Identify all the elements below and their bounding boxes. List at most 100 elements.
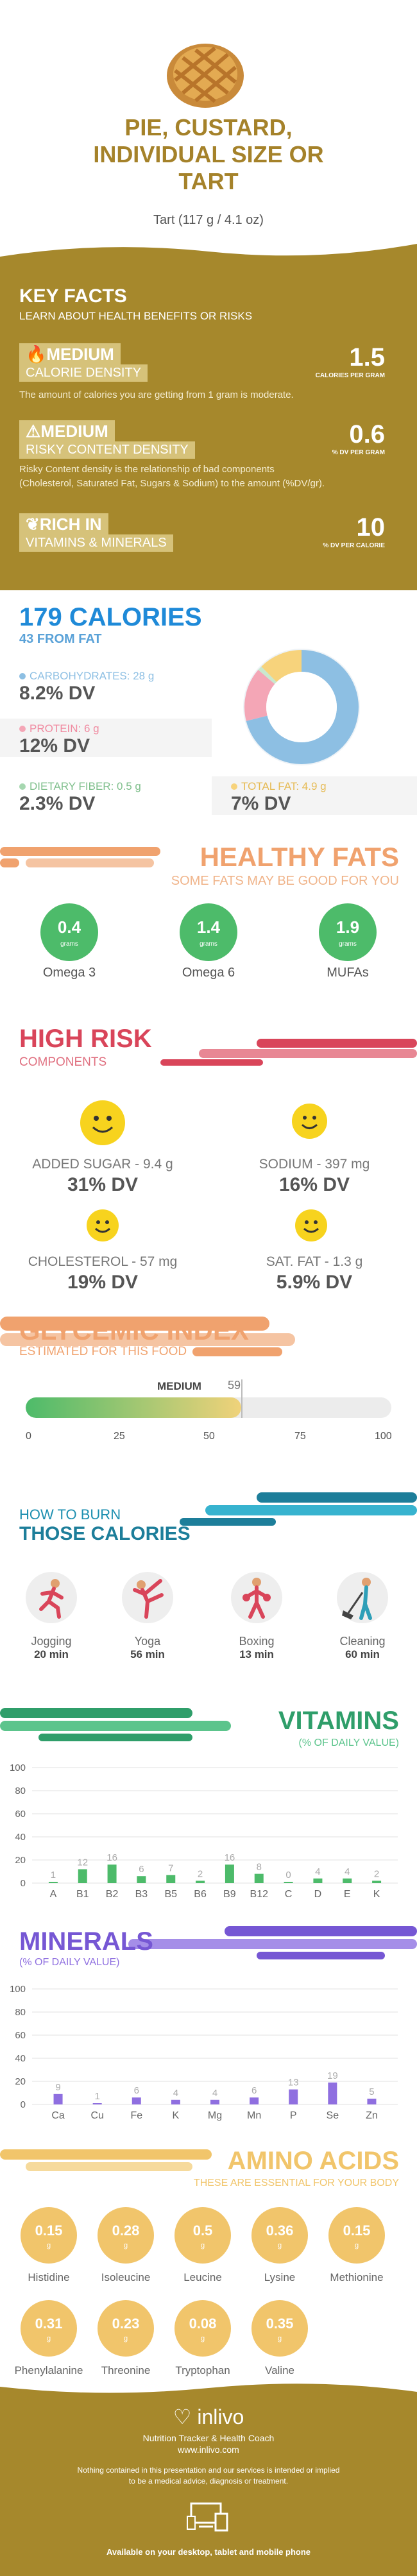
key-fact-desc: Risky Content density is the relationshi… bbox=[19, 464, 275, 475]
key-fact-value: 10 bbox=[356, 513, 386, 542]
legend-dot bbox=[19, 673, 26, 679]
brand-name: inlivo bbox=[197, 2405, 244, 2428]
burn-activity: Boxing 13 min bbox=[218, 1635, 295, 1661]
bar-C bbox=[284, 1882, 293, 1883]
x-tick-label: E bbox=[344, 1889, 351, 1900]
nutrient-protein: PROTEIN: 6 g 12% DV bbox=[0, 719, 212, 757]
leaf-icon: ❦ bbox=[26, 515, 40, 534]
footer: ♡ inlivo Nutrition Tracker & Health Coac… bbox=[0, 2384, 417, 2576]
nutrient-fiber: DIETARY FIBER: 0.5 g 2.3% DV bbox=[0, 776, 192, 815]
minerals-subtitle: (% OF DAILY VALUE) bbox=[19, 1957, 120, 1968]
y-tick-label: 20 bbox=[15, 2076, 26, 2087]
risk-dv: 31% DV bbox=[67, 1174, 139, 1195]
calories-title: 179 CALORIES bbox=[19, 603, 202, 631]
food-title-line: PIE, CUSTARD, bbox=[124, 114, 293, 141]
key-fact-level: RICH IN bbox=[39, 515, 102, 534]
key-fact-desc: (Cholesterol, Saturated Fat, Sugars & So… bbox=[19, 478, 325, 489]
vitamins-title: VITAMINS bbox=[278, 1707, 399, 1735]
glycemic-subtitle: ESTIMATED FOR THIS FOOD bbox=[19, 1345, 187, 1358]
footer-url[interactable]: www.inlivo.com bbox=[178, 2444, 239, 2455]
amino-circle: 0.31 g bbox=[21, 2300, 77, 2357]
y-tick-label: 40 bbox=[15, 2053, 26, 2064]
bar-value-label: 5 bbox=[369, 2086, 374, 2097]
amino-unit: g bbox=[277, 2335, 282, 2342]
amino-value: 0.31 bbox=[35, 2316, 63, 2332]
food-title-line: TART bbox=[178, 168, 239, 194]
devices-icon bbox=[187, 2502, 228, 2532]
x-tick-label: K bbox=[373, 1889, 380, 1900]
bar-value-label: 6 bbox=[251, 2085, 257, 2096]
bar-Mg bbox=[210, 2099, 219, 2104]
stripe-decoration bbox=[0, 2149, 212, 2171]
amino-value: 0.28 bbox=[112, 2222, 140, 2239]
burn-activity: Yoga 56 min bbox=[109, 1635, 186, 1661]
key-fact-desc: The amount of calories you are getting f… bbox=[19, 389, 294, 400]
y-tick-label: 60 bbox=[15, 1809, 26, 1820]
cleaning-icon bbox=[337, 1572, 388, 1623]
bar-B6 bbox=[196, 1881, 205, 1883]
bar-value-label: 4 bbox=[345, 1866, 350, 1877]
minerals-title: MINERALS bbox=[19, 1927, 153, 1956]
risk-dv: 5.9% DV bbox=[276, 1272, 353, 1293]
tick-label: 100 bbox=[375, 1431, 392, 1442]
y-tick-label: 0 bbox=[21, 1878, 26, 1889]
amino-name: Leucine bbox=[183, 2271, 222, 2283]
bar-Zn bbox=[367, 2099, 377, 2104]
amino-name: Tryptophan bbox=[175, 2364, 230, 2376]
activity-time: 56 min bbox=[130, 1648, 165, 1660]
nutrient-fat: TOTAL FAT: 4.9 g 7% DV bbox=[212, 776, 417, 815]
jogging-icon bbox=[26, 1572, 77, 1623]
fat-omega3-circle: 0.4 grams bbox=[40, 903, 98, 961]
amino-unit: g bbox=[123, 2335, 128, 2342]
y-tick-label: 80 bbox=[15, 1786, 26, 1796]
stripe-decoration bbox=[0, 1708, 231, 1741]
bar-A bbox=[48, 1882, 58, 1883]
vitamins-section: VITAMINS (% OF DAILY VALUE) 0 20 40 60 80 100… bbox=[0, 1700, 417, 1918]
high-risk-section: HIGH RISK COMPONENTS ADDED SUGAR - 9.4 g… bbox=[0, 998, 417, 1299]
glycemic-value: 59 bbox=[228, 1379, 241, 1392]
activity-time: 13 min bbox=[239, 1648, 274, 1660]
bar-E bbox=[343, 1878, 352, 1883]
fat-mufas-circle: 1.9 grams bbox=[319, 903, 377, 961]
amino-unit: g bbox=[277, 2242, 282, 2249]
activity-name: Jogging bbox=[31, 1635, 72, 1648]
bar-P bbox=[289, 2089, 298, 2104]
tick-label: 50 bbox=[203, 1431, 215, 1442]
glycemic-title: GLYCEMIC INDEX bbox=[19, 1315, 249, 1345]
glycemic-marker bbox=[241, 1379, 243, 1418]
stripe-decoration bbox=[0, 847, 160, 867]
fat-value: 1.4 bbox=[196, 917, 221, 937]
activity-time: 60 min bbox=[345, 1648, 380, 1660]
fat-omega6-circle: 1.4 grams bbox=[180, 903, 237, 961]
y-tick-label: 0 bbox=[21, 2099, 26, 2110]
amino-circle: 0.5 g bbox=[174, 2207, 231, 2264]
glycemic-bar-fill bbox=[26, 1397, 242, 1418]
y-tick-label: 100 bbox=[10, 1984, 26, 1995]
amino-unit: g bbox=[46, 2242, 51, 2249]
amino-value: 0.36 bbox=[266, 2222, 294, 2239]
key-fact-unit: % DV PER GRAM bbox=[332, 449, 385, 456]
key-fact-unit: CALORIES PER GRAM bbox=[315, 372, 385, 379]
bar-value-label: 6 bbox=[134, 2085, 139, 2096]
glycemic-section: GLYCEMIC INDEX ESTIMATED FOR THIS FOOD M… bbox=[0, 1302, 417, 1482]
key-fact-name: VITAMINS & MINERALS bbox=[19, 534, 173, 552]
bar-Mn bbox=[250, 2097, 259, 2104]
burn-section: HOW TO BURN THOSE CALORIES Jogging 20 min… bbox=[0, 1482, 417, 1700]
key-fact-vitamins: ❦RICH IN VITAMINS & MINERALS 10% DV PER … bbox=[19, 513, 404, 552]
bar-value-label: 16 bbox=[225, 1852, 235, 1863]
stripe-decoration bbox=[160, 1039, 417, 1066]
amino-circle: 0.23 g bbox=[98, 2300, 154, 2357]
amino-circle: 0.15 g bbox=[328, 2207, 385, 2264]
x-tick-label: C bbox=[285, 1889, 293, 1900]
serving-size: Tart (117 g / 4.1 oz) bbox=[153, 213, 264, 227]
activity-name: Boxing bbox=[239, 1635, 275, 1648]
disclaimer-line: Nothing contained in this presentation a… bbox=[77, 2466, 340, 2475]
bar-value-label: 2 bbox=[198, 1868, 203, 1879]
calories-section: 179 CALORIES 43 FROM FAT CARBOHYDRATES: … bbox=[0, 590, 417, 834]
tick-label: 75 bbox=[294, 1431, 306, 1442]
minerals-section: MINERALS (% OF DAILY VALUE) 0 20 40 60 80 100… bbox=[0, 1918, 417, 2137]
amino-value: 0.08 bbox=[189, 2316, 217, 2332]
smiley-icon bbox=[87, 1209, 119, 1241]
tick-label: 0 bbox=[26, 1431, 31, 1442]
nutrient-label: DIETARY FIBER: 0.5 g bbox=[30, 780, 141, 792]
